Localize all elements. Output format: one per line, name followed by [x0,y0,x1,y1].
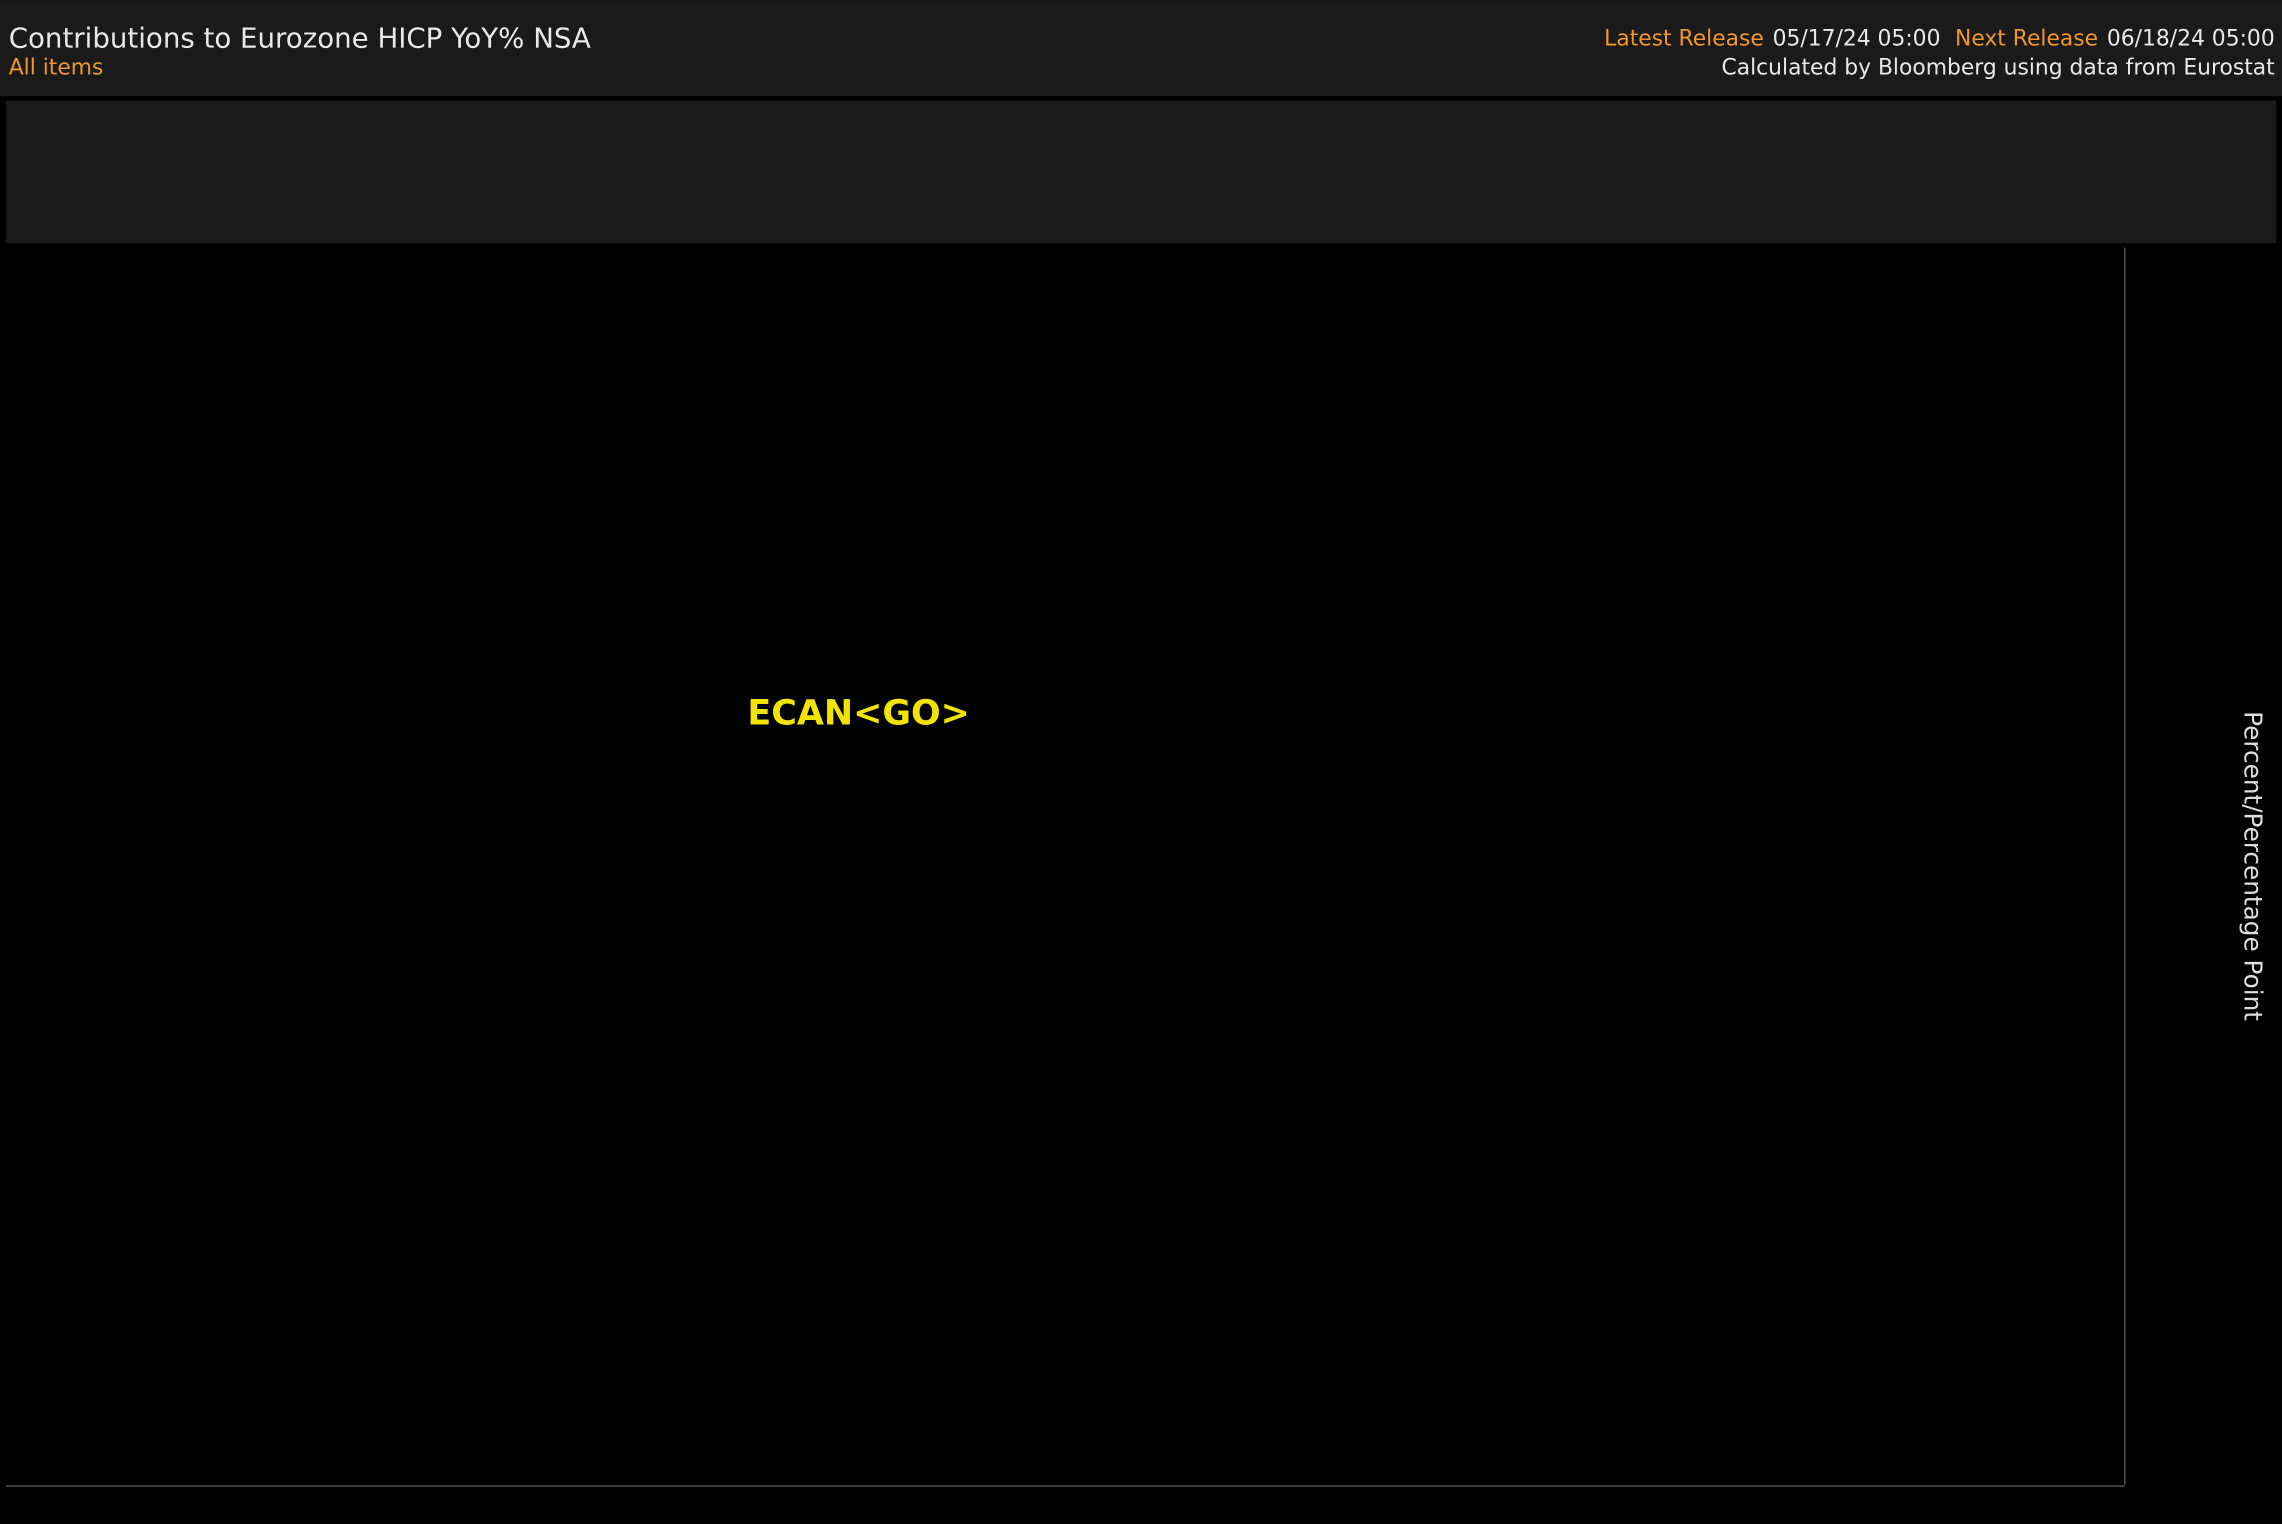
latest-release-label: Latest Release [1604,26,1764,51]
next-release-label: Next Release [1955,26,2098,51]
y-axis-label: Percent/Percentage Point [2238,711,2267,1021]
x-axis-strip [0,1484,2282,1524]
chart-subtitle: All items [9,56,104,81]
source-note: Calculated by Bloomberg using data from … [1722,56,2276,81]
legend-panel [5,100,2277,244]
header-bar [0,0,2282,97]
chart-title: Contributions to Eurozone HICP YoY% NSA [9,21,591,54]
latest-release: 05/17/24 05:00 [1773,26,1941,51]
next-release: 06/18/24 05:00 [2107,26,2275,51]
header-release: Latest Release 05/17/24 05:00 Next Release… [1604,26,2275,51]
annotation: ECAN<GO> [747,694,970,734]
plot-area [5,247,2125,1485]
